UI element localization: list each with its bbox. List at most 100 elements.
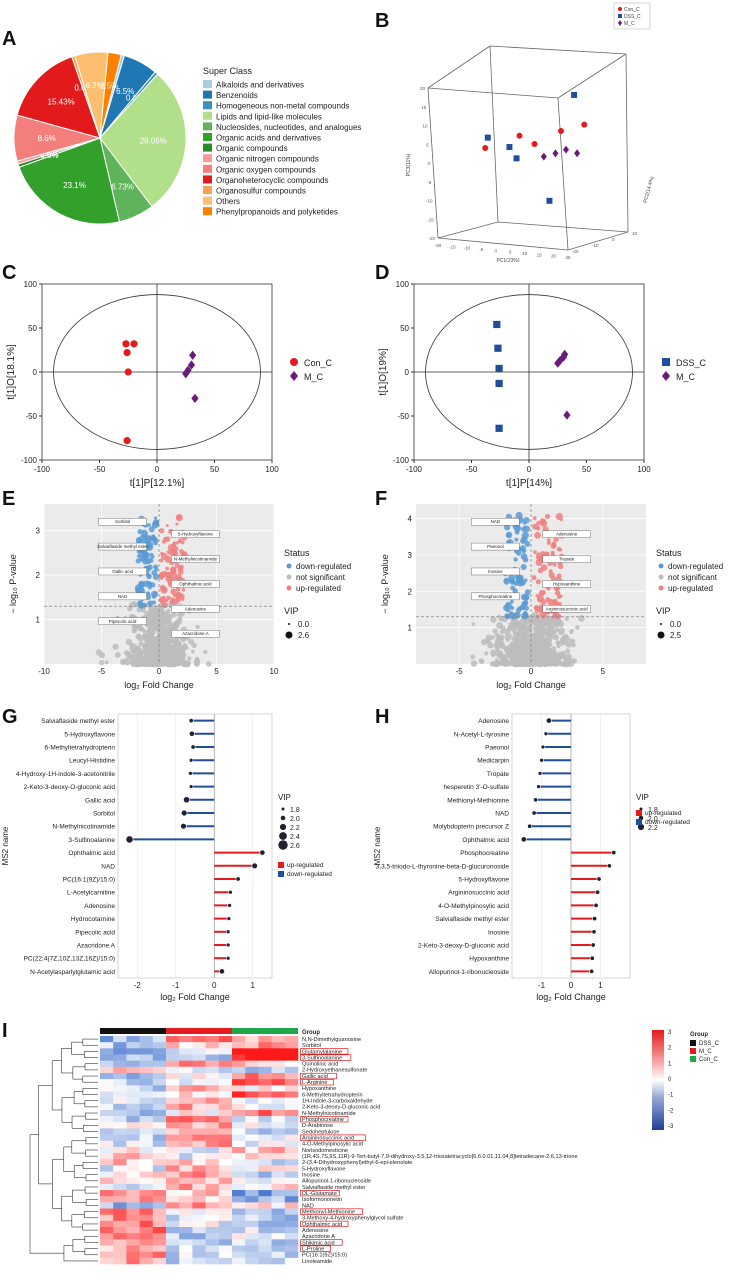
heatmap-cell <box>218 1036 233 1043</box>
heatmap-cell <box>166 1177 180 1185</box>
heatmap-cell <box>166 1109 180 1117</box>
x-axis-label: t[1]P[14%] <box>506 478 552 489</box>
heatmap-cell <box>139 1214 154 1222</box>
heatmap-cell <box>218 1146 233 1154</box>
gene-label: Gallic acid <box>112 569 133 574</box>
vip-title: VIP <box>656 606 671 616</box>
gene-label: NAD <box>491 519 501 524</box>
lollipop-dot <box>591 929 597 935</box>
legend-marker <box>662 358 670 366</box>
heatmap-cell <box>232 1109 246 1117</box>
legend-swatch <box>203 90 212 99</box>
heatmap-cell <box>152 1159 167 1166</box>
heatmap-cell <box>245 1054 259 1061</box>
heatmap-cell <box>192 1116 206 1123</box>
volcano-point-ns <box>489 661 496 667</box>
heatmap-cell <box>152 1146 167 1154</box>
heatmap-cell <box>192 1214 206 1222</box>
volcano-point-down <box>150 554 155 559</box>
y-tick-label: -50 <box>397 412 409 421</box>
heatmap-cell <box>245 1159 259 1166</box>
volcano-point-ns <box>514 661 519 666</box>
heatmap-cell <box>192 1239 206 1246</box>
volcano-point-down <box>144 557 152 565</box>
heatmap-cell <box>166 1079 180 1086</box>
lollipop-dot <box>183 796 190 804</box>
lollipop-dot <box>188 771 193 776</box>
heatmap-cell <box>179 1091 193 1098</box>
heatmap-cell <box>192 1177 206 1185</box>
heatmap-cell <box>100 1214 114 1222</box>
volcano-point-ns <box>550 627 556 634</box>
heatmap-cell <box>205 1085 220 1092</box>
legend-marker <box>658 574 664 580</box>
gene-label-box <box>471 518 520 526</box>
lollipop-dot <box>543 731 549 737</box>
heatmap-cell <box>218 1054 233 1061</box>
heatmap-cell <box>284 1134 299 1142</box>
heatmap-cell <box>232 1177 246 1185</box>
heatmap-cell <box>192 1128 206 1135</box>
volcano-point-up <box>541 590 546 595</box>
y-tick-label: 50 <box>400 324 409 333</box>
panel-letter-i: I <box>2 1020 8 1042</box>
x-tick-label: 100 <box>265 465 279 474</box>
lollipop-dot <box>606 863 612 869</box>
heatmap-cell <box>284 1239 299 1246</box>
opls-da-plot-dss-vs-m: -100 -50 0 50 100 -100 -50 0 50 100 t[1]P[14%] t[1]… <box>378 280 707 489</box>
lollipop-dot <box>188 757 194 763</box>
heatmap-cell <box>205 1165 220 1172</box>
gene-label-box <box>171 605 220 613</box>
heatmap-row-label: Methionyl-Methionine <box>302 1209 355 1215</box>
category-label: Inosine <box>488 929 509 936</box>
category-label: NAD <box>101 863 115 870</box>
heatmap-cell <box>152 1116 167 1123</box>
legend-entry: Organoheterocyclic compounds <box>216 176 329 185</box>
x-tick-label: 0 <box>155 465 160 474</box>
heatmap-cell <box>139 1048 154 1055</box>
vip-legend-marker <box>279 823 287 831</box>
heatmap-cell <box>284 1060 299 1068</box>
heatmap-cell <box>245 1146 259 1154</box>
volcano-point-ns <box>142 649 149 657</box>
volcano-point-ns <box>531 637 535 642</box>
heatmap-cell <box>258 1153 272 1160</box>
vip-legend-marker <box>285 631 293 639</box>
volcano-point-down <box>520 563 527 571</box>
heatmap-cell <box>218 1140 233 1148</box>
volcano-point-down <box>515 550 522 556</box>
box-edge <box>427 87 439 239</box>
volcano-point-down <box>149 534 156 541</box>
heatmap-cell <box>192 1140 206 1148</box>
heatmap-row-label: N-Methylnicotinamide <box>302 1111 356 1117</box>
heatmap-cell <box>166 1085 180 1092</box>
volcano-point-down <box>514 537 519 542</box>
heatmap-cell <box>126 1251 140 1259</box>
lollipop-dot <box>520 836 527 843</box>
heatmap-cell <box>271 1251 286 1259</box>
volcano-point-up <box>558 548 563 552</box>
volcano-point-ns <box>157 631 162 636</box>
heatmap-cell <box>258 1048 272 1055</box>
highlight-box <box>300 1048 349 1055</box>
pie-slice-label: 6.5% <box>116 87 134 96</box>
heatmap-cell <box>218 1165 233 1172</box>
heatmap-cell <box>100 1239 114 1246</box>
heatmap-cell <box>284 1085 299 1092</box>
volcano-point-ns <box>154 613 162 620</box>
pie-slice-label: 15.43% <box>48 98 75 107</box>
category-label: Pipecolic acid <box>75 929 115 936</box>
heatmap-cell <box>192 1109 206 1117</box>
heatmap-cell <box>192 1190 206 1197</box>
heatmap-cell <box>245 1048 259 1055</box>
volcano-point-up <box>535 594 540 598</box>
highlight-box <box>300 1072 337 1080</box>
volcano-point-ns <box>191 649 195 654</box>
heatmap-cell <box>192 1122 206 1129</box>
volcano-point-ns <box>136 647 143 654</box>
x-tick-label: 0 <box>157 667 162 676</box>
lollipop-dot <box>219 968 225 975</box>
heatmap-cell <box>192 1042 206 1049</box>
heatmap-cell <box>179 1214 193 1222</box>
box-edge <box>557 53 627 99</box>
